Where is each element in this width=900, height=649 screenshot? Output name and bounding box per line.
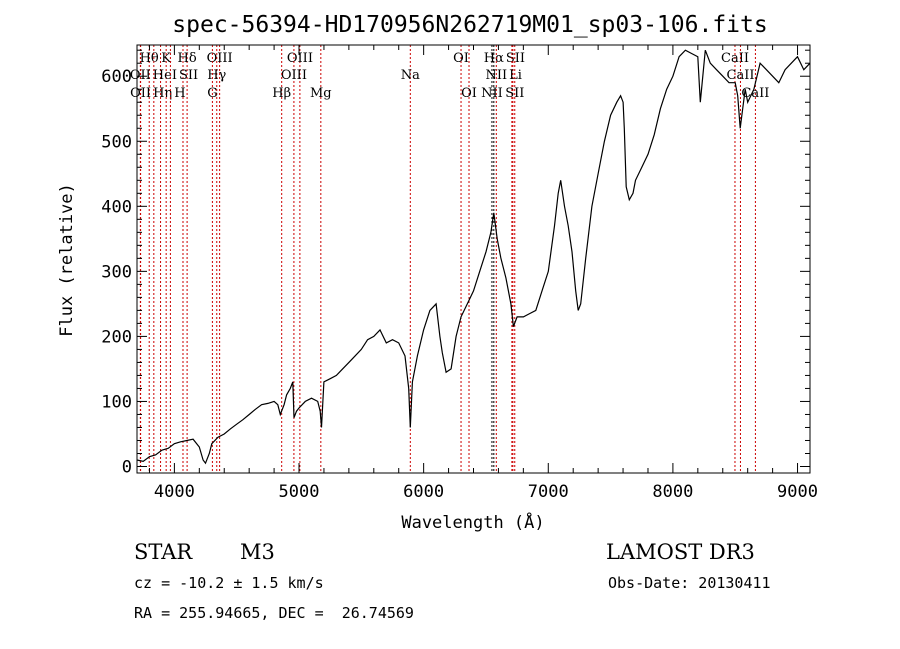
y-tick-label: 400 bbox=[101, 197, 132, 217]
marker-label: Hβ bbox=[272, 86, 291, 101]
observation-date: Obs-Date: 20130411 bbox=[608, 574, 771, 592]
redshift-cz: cz = -10.2 ± 1.5 km/s bbox=[134, 574, 324, 592]
marker-label: Hη bbox=[153, 86, 172, 101]
y-tick-label: 600 bbox=[101, 67, 132, 87]
marker-label: Hα bbox=[484, 51, 504, 66]
y-tick-label: 0 bbox=[122, 457, 132, 477]
marker-label: OIII bbox=[281, 68, 307, 83]
spectrum-line bbox=[136, 49, 811, 465]
marker-label: K bbox=[161, 51, 171, 66]
object-subclass: M3 bbox=[240, 540, 275, 564]
axis-ticks: 4000 5000 6000 7000 8000 9000 0 100 200 300 400 500… bbox=[101, 45, 818, 502]
marker-label: Hγ bbox=[207, 68, 226, 83]
marker-label: OII bbox=[130, 86, 151, 101]
x-tick-label: 4000 bbox=[154, 482, 195, 502]
y-axis-label: Flux (relative) bbox=[57, 183, 77, 337]
marker-label: CaII bbox=[727, 68, 755, 83]
marker-label: Na bbox=[401, 68, 420, 83]
marker-label: H bbox=[174, 86, 185, 101]
marker-label: OIII bbox=[207, 51, 233, 66]
marker-label: HeI bbox=[153, 68, 177, 83]
object-class: STAR bbox=[134, 540, 193, 564]
y-tick-label: 500 bbox=[101, 132, 132, 152]
marker-label: OI bbox=[461, 86, 477, 101]
y-tick-label: 100 bbox=[101, 392, 132, 412]
marker-label: OII bbox=[130, 68, 151, 83]
marker-label: Hδ bbox=[178, 51, 197, 66]
chart-title: spec-56394-HD170956N262719M01_sp03-106.f… bbox=[172, 12, 767, 38]
marker-label: Mg bbox=[310, 86, 332, 101]
x-tick-label: 5000 bbox=[279, 482, 320, 502]
marker-label: OI bbox=[453, 51, 469, 66]
x-tick-label: 9000 bbox=[777, 482, 818, 502]
marker-label: G bbox=[207, 86, 217, 101]
marker-label: NII bbox=[486, 68, 508, 83]
marker-label: Li bbox=[509, 68, 522, 83]
y-tick-label: 300 bbox=[101, 262, 132, 282]
x-axis-label: Wavelength (Å) bbox=[401, 511, 544, 533]
marker-label: SII bbox=[506, 51, 525, 66]
marker-label: CaII bbox=[741, 86, 769, 101]
marker-label: SII bbox=[505, 86, 524, 101]
x-tick-label: 7000 bbox=[528, 482, 569, 502]
x-tick-label: 6000 bbox=[403, 482, 444, 502]
marker-label: OIII bbox=[287, 51, 313, 66]
x-tick-label: 8000 bbox=[652, 482, 693, 502]
y-tick-label: 200 bbox=[101, 327, 132, 347]
survey-name: LAMOST DR3 bbox=[606, 540, 755, 564]
coordinates: RA = 255.94665, DEC = 26.74569 bbox=[134, 604, 414, 622]
marker-label: Hθ bbox=[140, 51, 159, 66]
marker-label: CaII bbox=[721, 51, 749, 66]
marker-label: SII bbox=[179, 68, 198, 83]
plot-frame bbox=[136, 44, 811, 474]
marker-label: NII bbox=[481, 86, 503, 101]
